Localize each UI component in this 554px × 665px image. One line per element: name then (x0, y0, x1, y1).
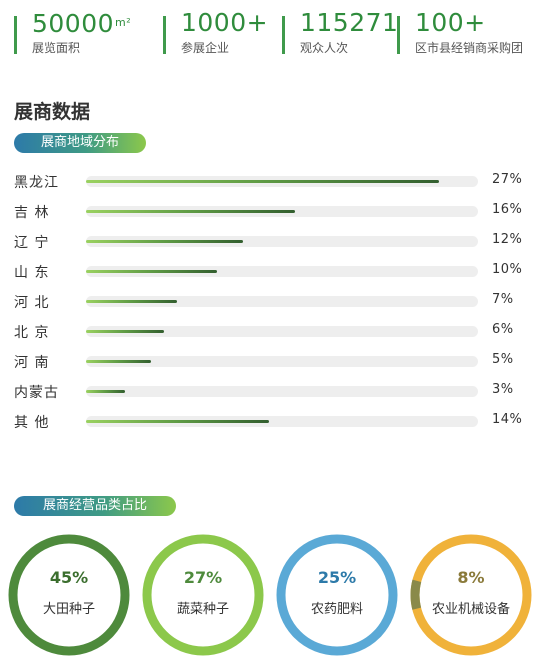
donut-ring (410, 534, 532, 656)
bar-row: 山 东 10% (0, 256, 554, 286)
bar-value-label: 12% (492, 232, 523, 247)
donut-label: 蔬菜种子 (176, 602, 229, 617)
bar-row: 内蒙古 3% (0, 376, 554, 406)
donut-label: 农药肥料 (310, 602, 363, 617)
bar-value-label: 6% (492, 322, 514, 337)
bar-track (86, 206, 478, 217)
stat-divider (397, 16, 400, 54)
donut-percent: 45% (49, 568, 89, 587)
donut-arc (8, 534, 130, 656)
bar-fill (86, 240, 243, 243)
bar-fill (86, 300, 178, 303)
donut-arc (142, 534, 264, 656)
bar-track (86, 416, 478, 427)
donut-arc (410, 534, 532, 656)
stat-number: 115271 (300, 8, 399, 37)
bar-value-label: 3% (492, 382, 514, 397)
donut-ring (142, 534, 264, 656)
bar-row: 其 他 14% (0, 406, 554, 436)
bar-fill (86, 330, 165, 333)
stat-label: 参展企业 (181, 41, 230, 55)
bar-fill (86, 270, 217, 273)
bar-category-label: 辽 宁 (14, 235, 50, 251)
stat-label: 展览面积 (32, 41, 81, 55)
bar-row: 北 京 6% (0, 316, 554, 346)
bar-track (86, 236, 478, 247)
bar-value-label: 14% (492, 412, 523, 427)
bar-value-label: 16% (492, 202, 523, 217)
stat-label: 区市县经销商采购团 (415, 41, 524, 55)
bar-track (86, 326, 478, 337)
bar-row: 河 北 7% (0, 286, 554, 316)
stats-bar: 50000m² 展览面积 1000+ 参展企业 115271 观众人次 100+… (0, 0, 554, 62)
donut-label: 农业机械设备 (431, 602, 510, 617)
donut-ring (8, 534, 130, 656)
donut-arc (276, 534, 398, 656)
bar-value-label: 7% (492, 292, 514, 307)
stat-label: 观众人次 (300, 41, 349, 55)
bar-row: 黑龙江 27% (0, 166, 554, 196)
donut-chart: 27% 蔬菜种子 (140, 532, 266, 658)
bar-category-label: 北 京 (14, 325, 50, 341)
bar-fill (86, 360, 152, 363)
bar-track (86, 296, 478, 307)
bar-track (86, 266, 478, 277)
stat-unit: m² (115, 16, 132, 29)
bar-category-label: 吉 林 (14, 205, 50, 221)
bar-track (86, 356, 478, 367)
donut-label: 大田种子 (42, 602, 95, 617)
bar-value-label: 27% (492, 172, 523, 187)
bar-category-label: 山 东 (14, 265, 50, 281)
stat-number: 50000m² (32, 9, 132, 38)
donut-chart: 8% 农业机械设备 (408, 532, 534, 658)
stat-number: 1000+ (181, 8, 269, 37)
bar-track (86, 386, 478, 397)
section-title: 展商数据 (14, 101, 91, 123)
donut-ring (276, 534, 398, 656)
bar-category-label: 内蒙古 (14, 385, 59, 401)
bar-value-label: 5% (492, 352, 514, 367)
bar-fill (86, 210, 296, 213)
bar-row: 辽 宁 12% (0, 226, 554, 256)
bar-category-label: 河 北 (14, 295, 50, 311)
donut-percent: 8% (457, 568, 485, 587)
bar-category-label: 黑龙江 (14, 175, 59, 191)
category-donut-charts: 45% 大田种子 27% 蔬菜种子 25% 农药肥料 8% 农业机械设备 (0, 532, 554, 662)
donut-percent: 25% (317, 568, 357, 587)
bar-row: 河 南 5% (0, 346, 554, 376)
bar-track (86, 176, 478, 187)
stat-divider (163, 16, 166, 54)
stat-number: 100+ (415, 8, 486, 37)
stat-divider (282, 16, 285, 54)
bar-fill (86, 390, 126, 393)
stat-divider (14, 16, 17, 54)
donut-chart: 45% 大田种子 (6, 532, 132, 658)
donut-percent: 27% (183, 568, 223, 587)
bar-fill (86, 180, 439, 183)
bar-category-label: 其 他 (14, 415, 50, 431)
donut-share-arc (410, 534, 532, 656)
donut-chart: 25% 农药肥料 (274, 532, 400, 658)
bar-category-label: 河 南 (14, 355, 50, 371)
bar-value-label: 10% (492, 262, 523, 277)
bar-row: 吉 林 16% (0, 196, 554, 226)
category-pill: 展商经营品类占比 (14, 496, 176, 516)
region-pill: 展商地域分布 (14, 133, 146, 153)
bar-fill (86, 420, 269, 423)
